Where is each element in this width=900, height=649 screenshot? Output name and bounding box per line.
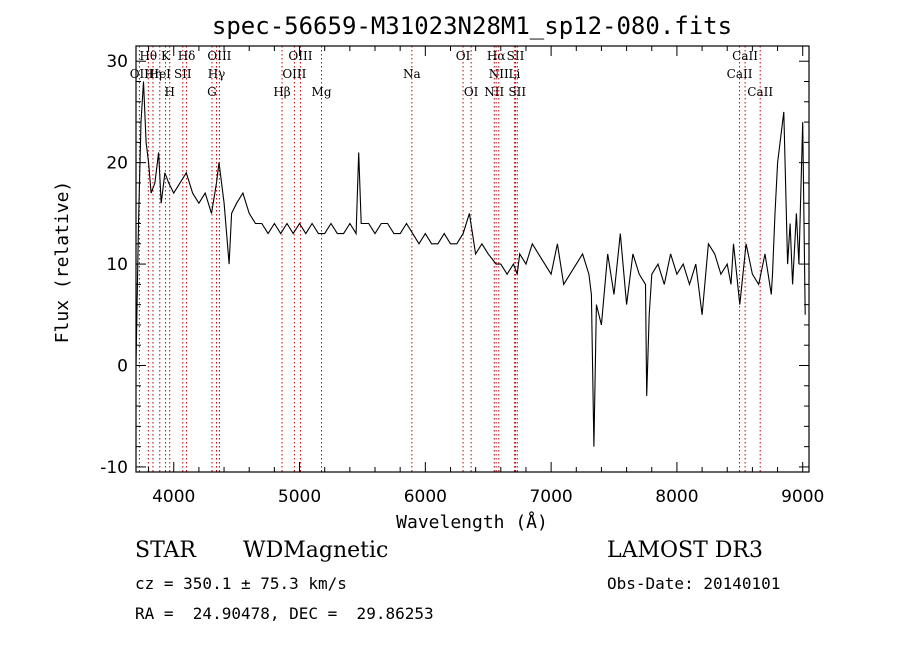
spectral-line-label: Hβ [273,85,290,99]
x-tick-label: 6000 [404,487,447,507]
spectral-line-label: SII [508,85,526,99]
spectral-line-label: Hη [144,67,162,81]
coordinates: RA = 24.90478, DEC = 29.86253 [135,604,434,623]
spectral-line-label: OI [464,85,479,99]
spectral-line-label: NII [489,67,509,81]
chart-title: spec-56659-M31023N28M1_sp12-080.fits [212,12,732,40]
plot-frame [135,45,810,473]
object-subclass: WDMagnetic [243,538,389,563]
y-tick-label: -10 [100,458,128,478]
spectral-line-label: NII [484,85,504,99]
survey-name: LAMOST DR3 [607,538,763,563]
spectral-line-label: OIII [288,49,312,63]
redshift-cz: cz = 350.1 ± 75.3 km/s [135,574,347,593]
spectral-line-label: CaII [727,67,753,81]
spectral-line-label: OIII [207,49,231,63]
spectral-line-label: OII [130,67,150,81]
spectrum-series-line [135,81,806,447]
x-axis-label: Wavelength (Å) [396,511,548,533]
spectral-line-label: SII [174,67,192,81]
observation-date: Obs-Date: 20140101 [607,574,781,593]
spectral-line-label: Hγ [208,67,226,81]
spectral-line-label: HeI [149,67,172,81]
axis-ticks: 4000 5000 6000 7000 8000 9000 -10 0 10 20 30 [100,46,824,507]
object-class: STAR [135,538,196,563]
y-axis-label: Flux (relative) [52,181,73,344]
y-tick-label: 30 [106,52,128,72]
x-tick-label: 8000 [655,487,698,507]
y-tick-label: 0 [117,357,128,377]
x-tick-label: 9000 [781,487,824,507]
x-tick-label: 7000 [529,487,572,507]
spectral-line-label: Mg [312,85,332,99]
spectral-line-label: Na [403,67,421,81]
y-tick-label: 10 [106,255,128,275]
spectral-line-label: CaII [732,49,758,63]
spectral-line-label: OI [456,49,471,63]
x-tick-label: 4000 [152,487,195,507]
y-tick-label: 20 [106,154,128,174]
spectral-line-label: OIII [282,67,306,81]
spectral-line-label: K [161,49,171,63]
spectral-line-label: Hα [487,49,506,63]
spectral-line-label: Li [508,67,520,81]
spectral-line-label: H [164,85,174,99]
spectral-line-label: Hδ [178,49,196,63]
spectral-line-label: CaII [747,85,773,99]
spectral-line-label: SII [507,49,525,63]
spectral-line-label: G [207,85,217,99]
x-tick-label: 5000 [278,487,321,507]
